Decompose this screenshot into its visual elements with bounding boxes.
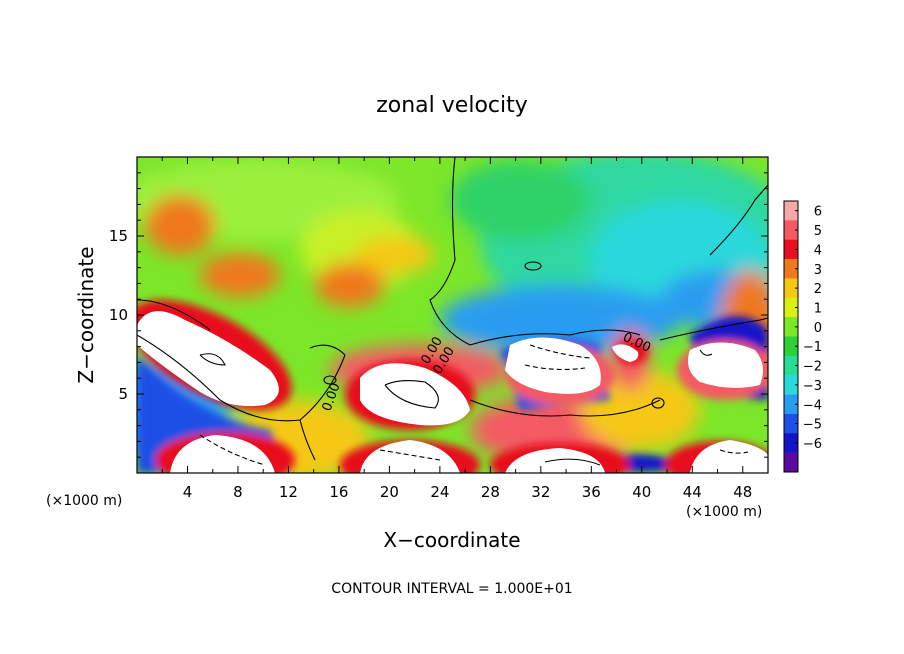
colorbar-segment (784, 201, 798, 221)
x-tick-label: 16 (329, 483, 348, 501)
x-tick-label: 48 (733, 483, 752, 501)
colorbar-segment (784, 413, 798, 434)
colorbar-segment (784, 278, 798, 299)
x-tick-label: 20 (380, 483, 399, 501)
x-axis: 4 8 12 16 20 24 28 32 36 40 44 48 (161, 157, 752, 501)
contour-interval-note: CONTOUR INTERVAL = 1.000E+01 (331, 581, 572, 597)
colorbar-frame (783, 200, 799, 473)
x-tick-label: 44 (683, 483, 702, 501)
y-axis: 5 10 15 (109, 172, 768, 458)
colorbar-segment (784, 297, 798, 318)
x-tick-label: 24 (430, 483, 449, 501)
colorbar-segment (784, 220, 798, 241)
colorbar-tick-label: 5 (814, 224, 822, 239)
colorbar-tick-label: −6 (803, 437, 822, 452)
x-axis-unit-left: (×1000 m) (46, 493, 122, 509)
colorbar-segment (784, 452, 798, 473)
y-axis-label: Z−coordinate (74, 246, 98, 383)
colorbar-tick-label: 3 (814, 263, 822, 278)
colorbar: 6 5 4 3 2 1 0 −1 −2 −3 −4 −5 −6 (783, 200, 822, 473)
colorbar-segment (784, 259, 798, 279)
colorbar-tick-label: −3 (803, 379, 822, 394)
colorbar-tick-label: −5 (803, 418, 822, 433)
colorbar-segment (784, 394, 798, 415)
colorbar-tick-label: 0 (814, 321, 822, 336)
contour-lines (137, 157, 768, 466)
colorbar-segment (784, 317, 798, 337)
colorbar-segment (784, 355, 798, 376)
colorbar-segment (784, 336, 798, 357)
x-axis-unit-right: (×1000 m) (686, 504, 762, 520)
y-tick-label: 15 (109, 227, 128, 245)
velocity-field (137, 157, 768, 473)
x-tick-label: 8 (233, 483, 243, 501)
x-tick-label: 4 (183, 483, 193, 501)
colorbar-tick-label: 4 (814, 243, 822, 258)
y-tick-label: 5 (118, 385, 128, 403)
colorbar-tick-label: 2 (814, 282, 822, 297)
saturated-regions (137, 311, 768, 473)
y-tick-label: 10 (109, 306, 128, 324)
x-axis-label: X−coordinate (383, 528, 520, 552)
x-tick-label: 28 (481, 483, 500, 501)
colorbar-segment (784, 239, 798, 260)
x-tick-label: 32 (531, 483, 550, 501)
colorbar-tick-label: 1 (814, 301, 822, 316)
colorbar-segment (784, 433, 798, 453)
colorbar-tick-label: −1 (803, 340, 822, 355)
x-tick-label: 36 (582, 483, 601, 501)
x-tick-label: 12 (279, 483, 298, 501)
colorbar-tick-label: 6 (814, 205, 822, 220)
colorbar-tick-label: −2 (803, 360, 822, 375)
colorbar-segment (784, 375, 798, 395)
chart-title: zonal velocity (376, 93, 528, 118)
colorbar-tick-label: −4 (803, 398, 822, 413)
x-tick-label: 40 (632, 483, 651, 501)
